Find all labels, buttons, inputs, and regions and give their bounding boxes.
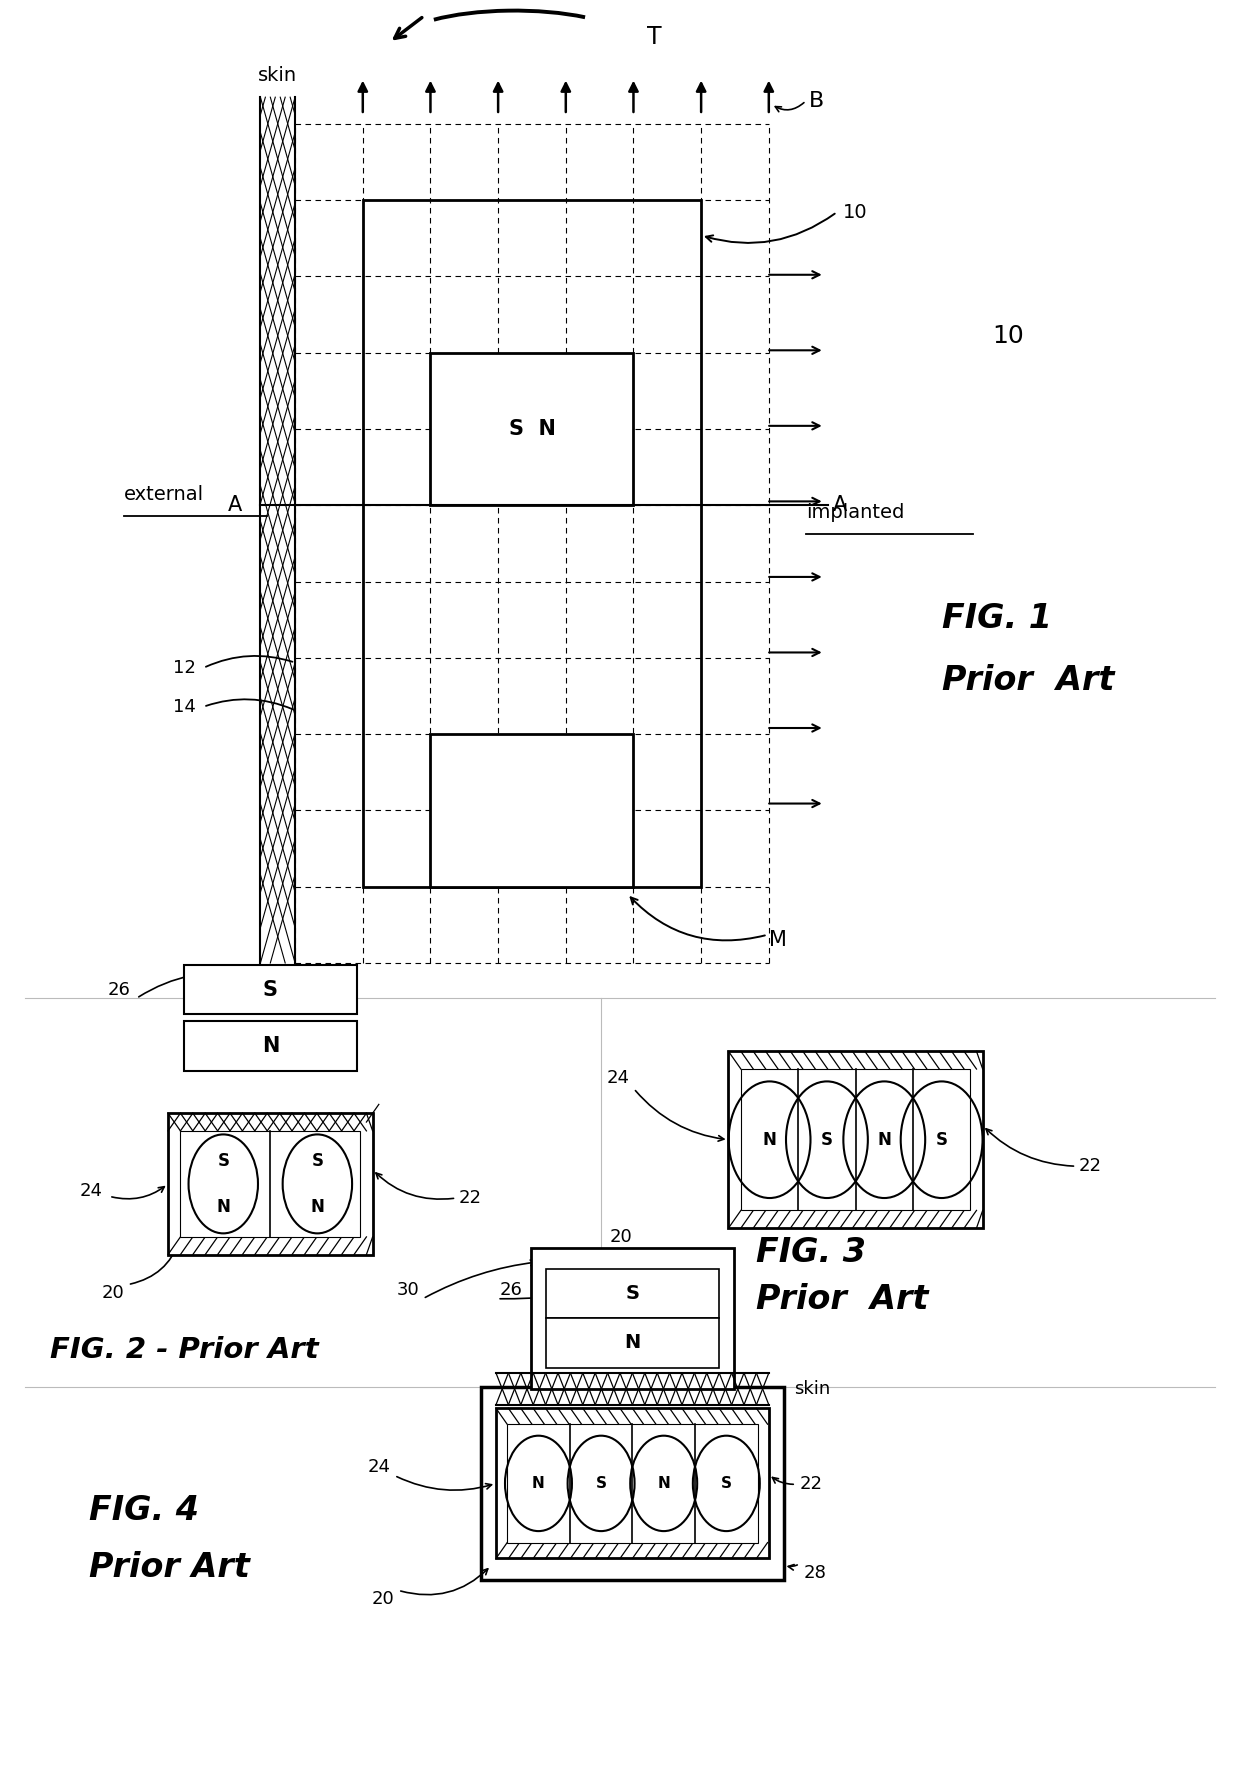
Bar	[740, 1069, 970, 1210]
Text: N: N	[657, 1475, 670, 1491]
Text: FIG. 3: FIG. 3	[756, 1235, 867, 1269]
Text: M: M	[769, 929, 786, 951]
Text: 22: 22	[459, 1189, 482, 1207]
Text: A: A	[833, 495, 847, 516]
Text: 22: 22	[1079, 1157, 1102, 1175]
Bar	[507, 1424, 758, 1543]
Text: N: N	[763, 1131, 776, 1149]
Text: A: A	[228, 495, 242, 516]
Text: S: S	[936, 1131, 947, 1149]
Text: B: B	[808, 90, 823, 111]
Text: external: external	[124, 486, 205, 504]
Text: 10: 10	[992, 323, 1024, 348]
Bar	[184, 1021, 357, 1071]
Text: 24: 24	[606, 1069, 630, 1087]
Text: FIG. 2 - Prior Art: FIG. 2 - Prior Art	[50, 1336, 319, 1364]
Bar	[363, 200, 701, 887]
Text: 28: 28	[804, 1564, 826, 1581]
Text: Prior  Art: Prior Art	[756, 1283, 929, 1316]
Bar	[181, 1131, 361, 1237]
Text: S: S	[595, 1475, 606, 1491]
Text: N: N	[216, 1198, 231, 1216]
Text: 26: 26	[500, 1281, 522, 1299]
Bar	[169, 1113, 372, 1255]
Text: N: N	[532, 1475, 544, 1491]
Text: 12: 12	[174, 659, 196, 677]
Bar	[184, 965, 357, 1014]
Text: S: S	[625, 1285, 640, 1302]
Text: 30: 30	[397, 1281, 419, 1299]
Bar	[546, 1269, 719, 1318]
Text: FIG. 4: FIG. 4	[89, 1495, 200, 1527]
Bar	[496, 1408, 769, 1558]
Bar	[430, 353, 634, 505]
Text: implanted: implanted	[806, 504, 904, 521]
Text: N: N	[310, 1198, 325, 1216]
Text: 20: 20	[610, 1228, 632, 1246]
Text: Prior  Art: Prior Art	[942, 664, 1115, 696]
Text: N: N	[878, 1131, 892, 1149]
Text: 22: 22	[800, 1475, 823, 1493]
Text: FIG. 1: FIG. 1	[942, 603, 1053, 634]
Text: 26: 26	[108, 981, 130, 998]
Bar	[546, 1318, 719, 1368]
Text: 14: 14	[174, 698, 196, 716]
Text: S: S	[720, 1475, 732, 1491]
Text: Prior Art: Prior Art	[89, 1551, 250, 1583]
Bar	[481, 1387, 784, 1580]
Text: skin: skin	[258, 65, 298, 85]
Text: S: S	[311, 1152, 324, 1170]
Text: S  N: S N	[508, 419, 556, 438]
Text: S: S	[263, 979, 278, 1000]
Text: 24: 24	[367, 1458, 391, 1475]
Bar	[531, 1248, 734, 1389]
Bar	[430, 733, 634, 887]
Text: N: N	[262, 1035, 279, 1057]
Text: 10: 10	[843, 203, 868, 221]
Text: S: S	[217, 1152, 229, 1170]
Text: 20: 20	[102, 1285, 124, 1302]
Text: N: N	[624, 1334, 641, 1352]
Text: 24: 24	[79, 1182, 103, 1200]
Bar	[728, 1051, 982, 1228]
Text: S: S	[821, 1131, 833, 1149]
Text: 20: 20	[372, 1590, 394, 1608]
Text: skin: skin	[794, 1380, 830, 1398]
Text: T: T	[647, 25, 662, 49]
